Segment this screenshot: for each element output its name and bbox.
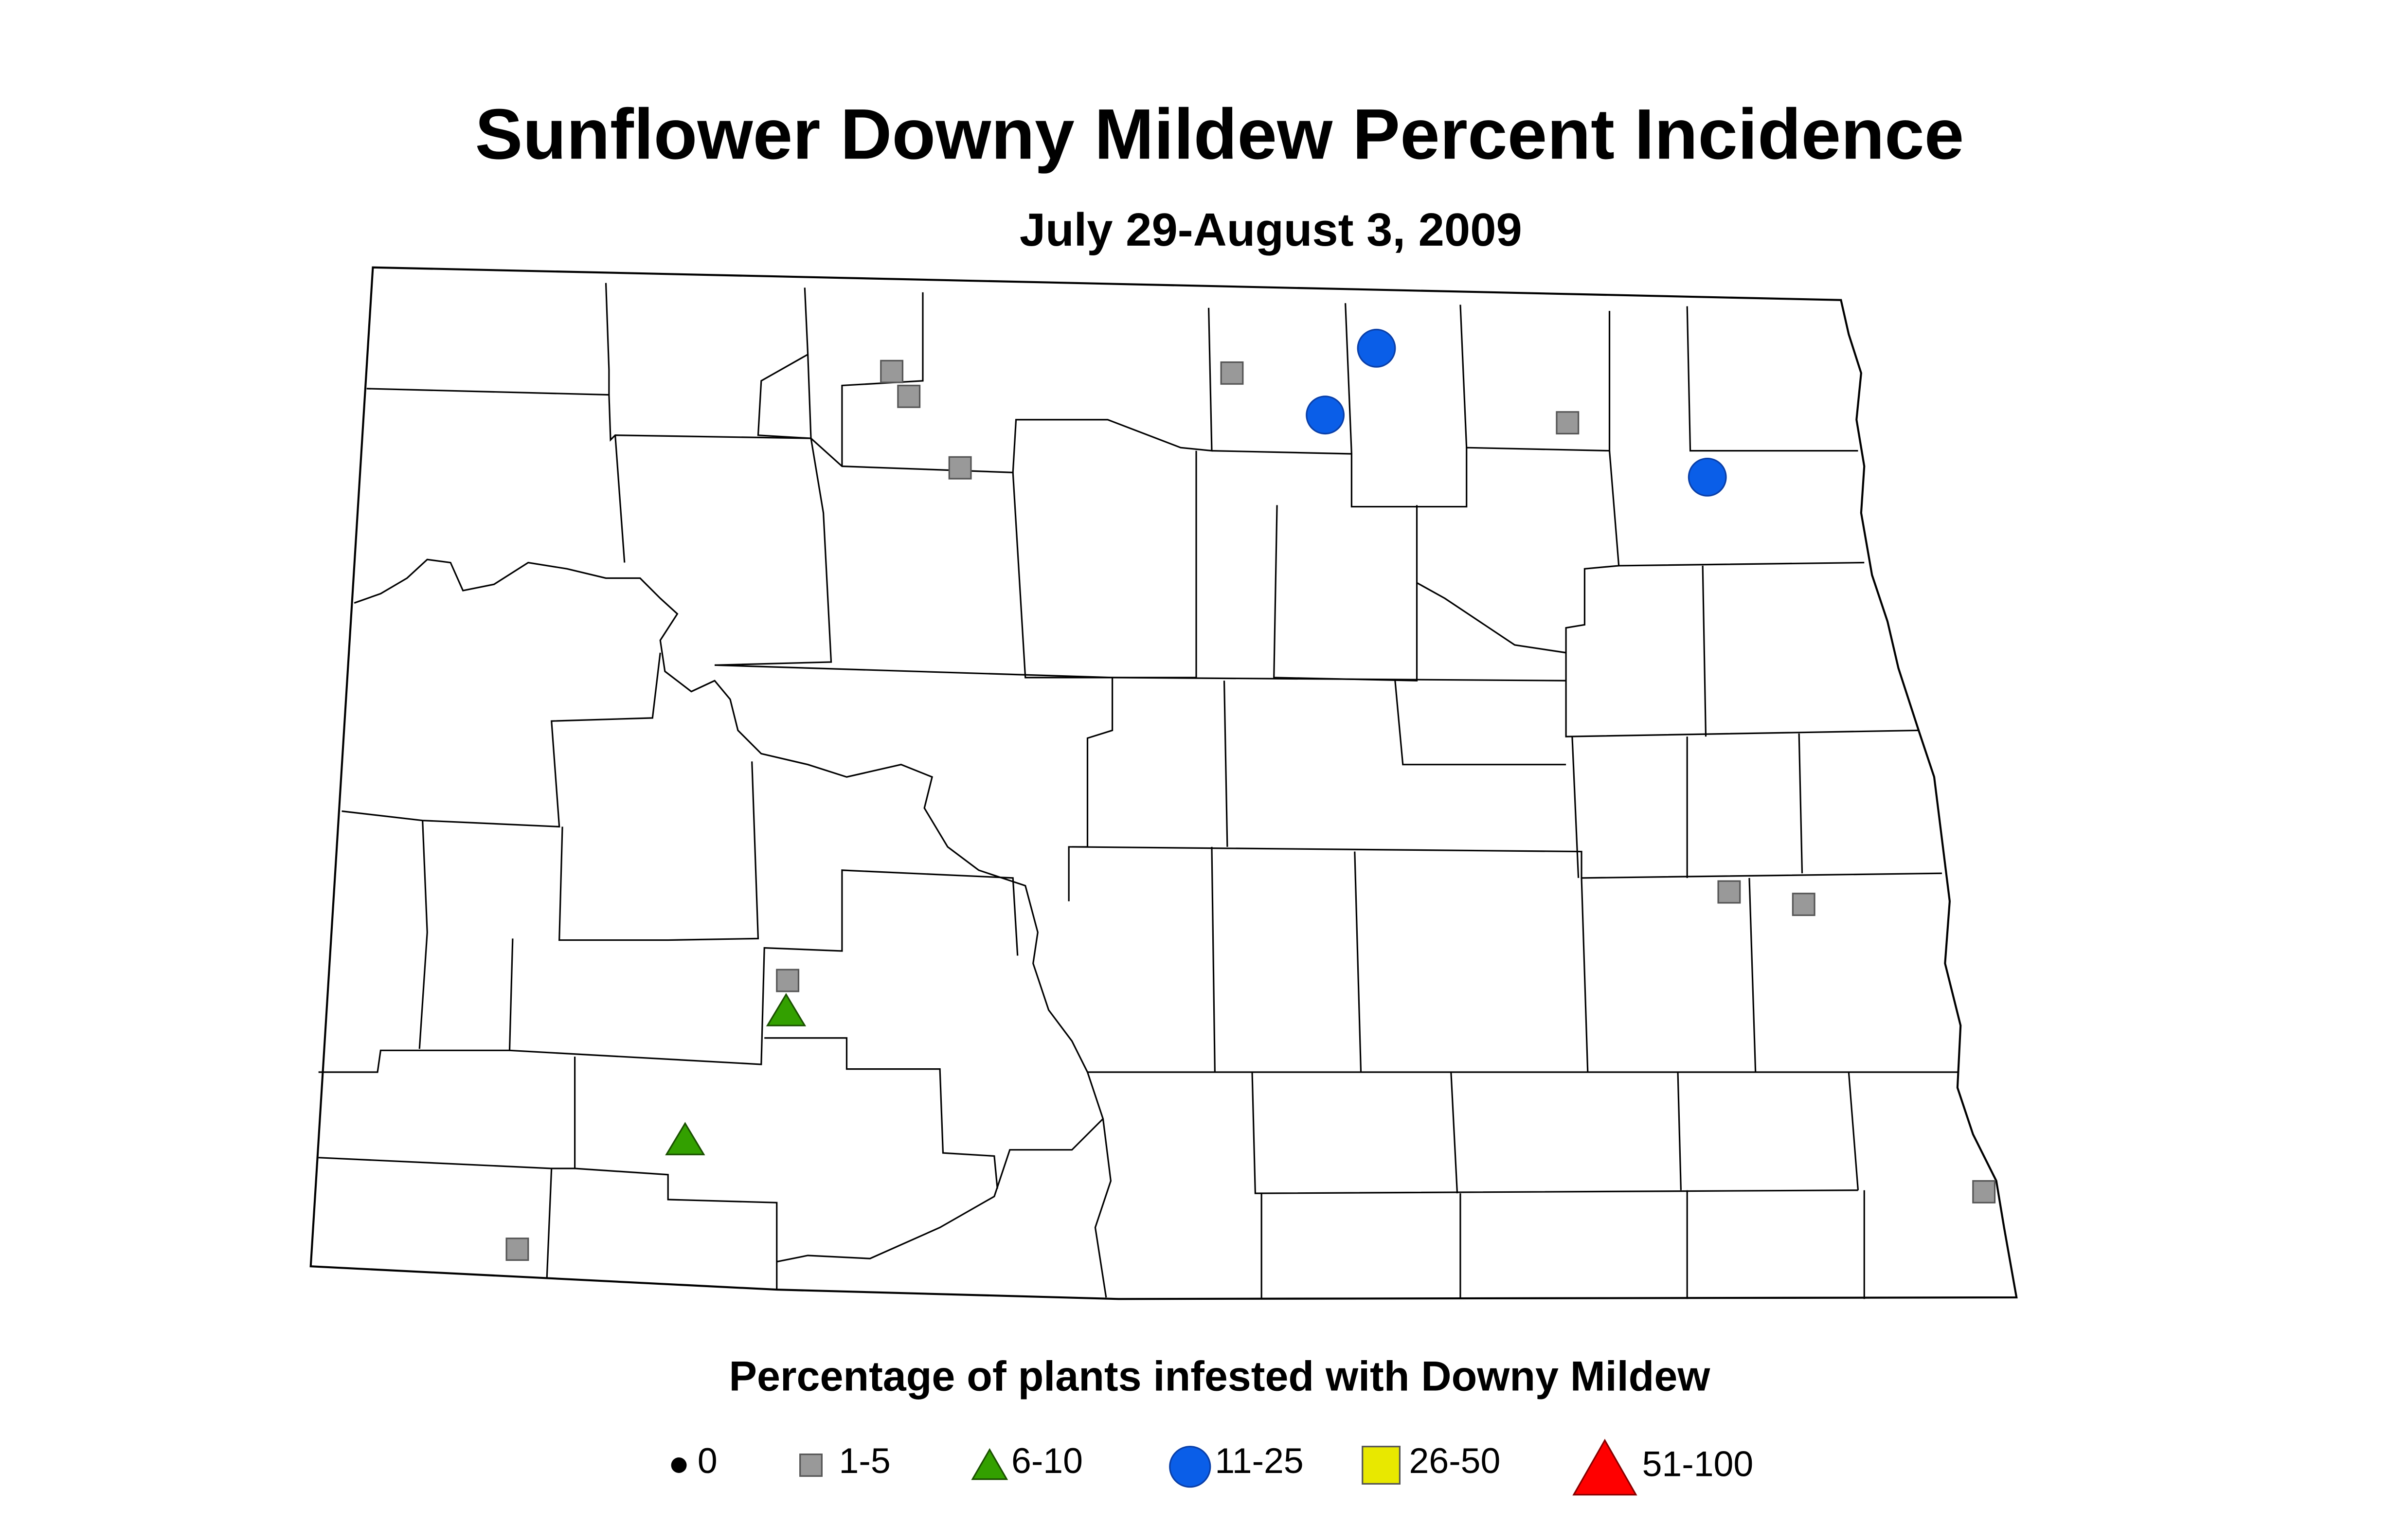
legend-symbol xyxy=(1169,1446,1211,1488)
subtitle: July 29-August 3, 2009 xyxy=(1020,204,1522,256)
site-6-10 xyxy=(665,1122,705,1155)
legend: Percentage of plants infested with Downy… xyxy=(671,1353,1754,1496)
legend-symbol xyxy=(799,1454,823,1477)
site-1-5 xyxy=(505,1238,529,1261)
site-6-10 xyxy=(766,993,807,1026)
rivers xyxy=(354,558,1112,1298)
site-1-5 xyxy=(880,359,904,383)
site-11-25 xyxy=(1688,457,1727,497)
survey-sites xyxy=(505,328,1996,1261)
site-1-5 xyxy=(1717,880,1741,904)
legend-symbol xyxy=(1572,1438,1637,1496)
legend-label: 51-100 xyxy=(1642,1444,1754,1484)
site-1-5 xyxy=(776,969,800,992)
site-11-25 xyxy=(1306,395,1345,435)
site-1-5 xyxy=(1792,893,1815,916)
legend-label: 6-10 xyxy=(1011,1441,1083,1481)
state-map xyxy=(309,266,2018,1300)
site-1-5 xyxy=(1220,361,1244,385)
legend-title: Percentage of plants infested with Downy… xyxy=(729,1353,1711,1400)
title: Sunflower Downy Mildew Percent Incidence xyxy=(475,94,1964,174)
site-1-5 xyxy=(1972,1180,1996,1203)
county-lines xyxy=(318,283,1958,1299)
legend-label: 0 xyxy=(698,1441,718,1481)
site-11-25 xyxy=(1357,328,1396,368)
legend-label: 1-5 xyxy=(839,1441,891,1481)
site-1-5 xyxy=(948,456,972,480)
legend-symbol xyxy=(1362,1446,1401,1485)
legend-symbol xyxy=(671,1457,687,1473)
site-1-5 xyxy=(897,384,921,408)
legend-symbol xyxy=(971,1448,1008,1480)
legend-label: 26-50 xyxy=(1409,1441,1501,1481)
state-outline xyxy=(309,266,2018,1300)
legend-label: 11-25 xyxy=(1215,1441,1303,1481)
site-1-5 xyxy=(1556,411,1580,435)
